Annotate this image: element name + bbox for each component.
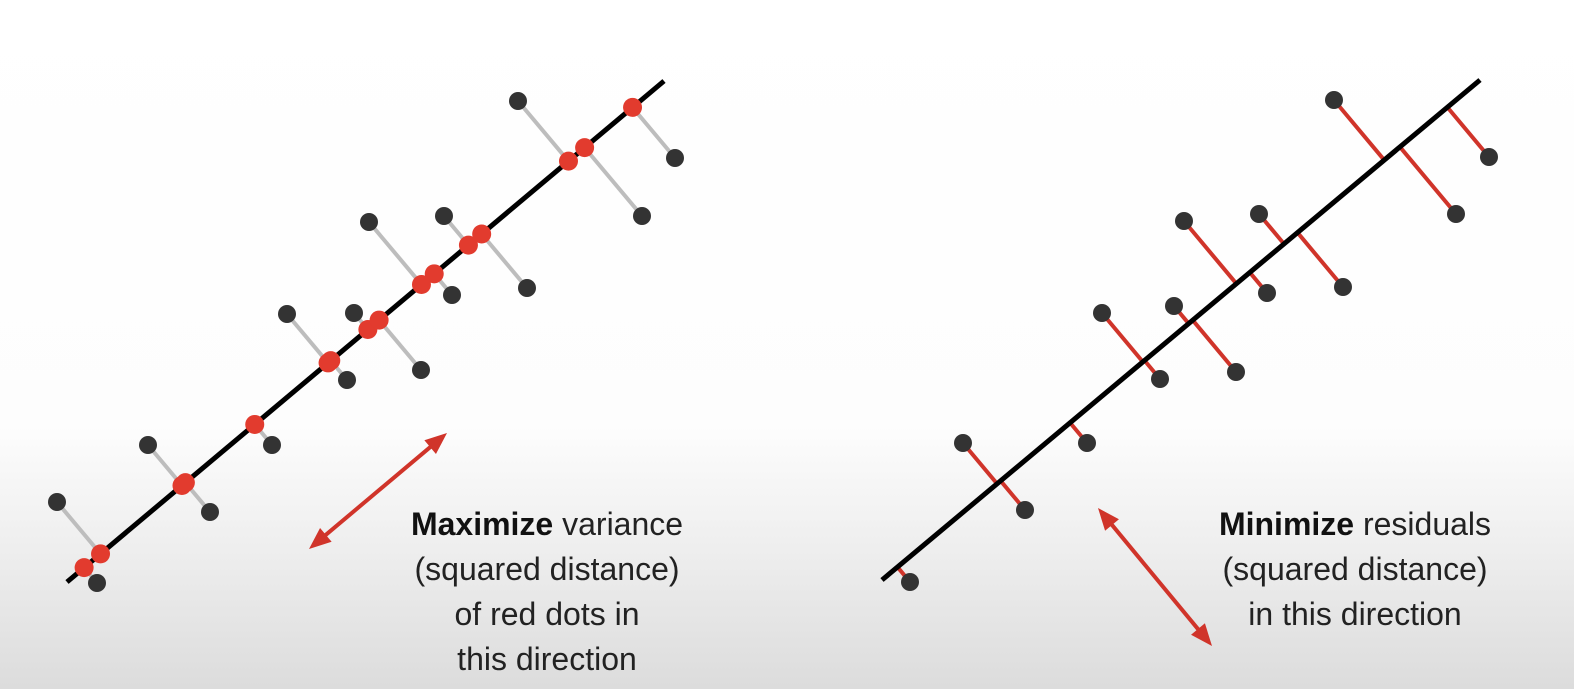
caption-emphasis: Minimize	[1218, 506, 1355, 542]
projected-point	[321, 351, 341, 371]
data-point	[435, 207, 453, 225]
residual-segment	[1332, 98, 1386, 162]
residual-segment	[1398, 145, 1458, 216]
data-point	[443, 286, 461, 304]
residual-segment	[1445, 105, 1491, 159]
projection-segment	[377, 318, 423, 372]
projected-point	[458, 235, 478, 255]
data-point	[1325, 91, 1343, 109]
projection-segment	[367, 220, 424, 286]
caption-line-4: this direction	[457, 641, 637, 677]
data-point	[1093, 304, 1111, 322]
maximize-variance-caption: Maximize variance (squared distance) of …	[362, 502, 732, 682]
caption-emphasis: Maximize	[410, 506, 554, 542]
data-point	[1016, 501, 1034, 519]
data-point	[954, 434, 972, 452]
data-point	[1175, 212, 1193, 230]
caption-line-2: (squared distance)	[414, 551, 680, 587]
data-point	[360, 213, 378, 231]
minimize-residuals-caption: Minimize residuals (squared distance) in…	[1180, 502, 1530, 637]
projected-point	[175, 473, 195, 493]
data-point	[263, 436, 281, 454]
caption-text: residuals	[1354, 506, 1492, 542]
projection-segment	[516, 99, 571, 163]
data-point	[139, 436, 157, 454]
projection-segment	[480, 232, 529, 290]
data-point	[666, 149, 684, 167]
data-point	[1334, 278, 1352, 296]
residual-segment	[1182, 219, 1238, 285]
data-point	[345, 304, 363, 322]
projection-segment	[583, 146, 644, 218]
projected-point	[558, 151, 578, 171]
caption-line-2: (squared distance)	[1222, 551, 1488, 587]
data-point	[201, 503, 219, 521]
residual-segment	[1191, 318, 1238, 374]
variance-panel	[48, 79, 684, 592]
projection-segment	[631, 106, 677, 160]
data-point	[1078, 434, 1096, 452]
data-point	[1151, 370, 1169, 388]
data-point	[518, 279, 536, 297]
direction-arrow-shaft	[1106, 519, 1204, 635]
projected-point	[91, 544, 111, 564]
projected-point	[472, 224, 492, 244]
data-point	[1227, 363, 1245, 381]
data-point	[509, 92, 527, 110]
projected-point	[575, 138, 595, 158]
data-point	[88, 574, 106, 592]
data-point	[1250, 205, 1268, 223]
arrowhead	[424, 433, 447, 455]
caption-line-3: of red dots in	[454, 596, 640, 632]
caption-line-3: in this direction	[1248, 596, 1462, 632]
arrowhead	[1191, 623, 1212, 646]
data-point	[1258, 284, 1276, 302]
caption-line-1: Minimize residuals	[1180, 502, 1530, 547]
data-point	[48, 493, 66, 511]
residual-segment	[1295, 231, 1345, 289]
data-point	[412, 361, 430, 379]
data-point	[1480, 148, 1498, 166]
projected-point	[623, 97, 643, 117]
projected-point	[411, 275, 431, 295]
residual-segment	[1100, 311, 1145, 364]
data-point	[1165, 297, 1183, 315]
fitted-line	[880, 78, 1482, 582]
data-point	[1447, 205, 1465, 223]
data-point	[901, 573, 919, 591]
projection-segment	[285, 312, 330, 365]
data-point	[338, 371, 356, 389]
projected-point	[424, 264, 444, 284]
projected-point	[74, 558, 94, 578]
arrowhead	[309, 527, 332, 549]
projected-point	[245, 414, 265, 434]
data-point	[278, 305, 296, 323]
projected-point	[369, 310, 389, 330]
residuals-panel	[880, 78, 1498, 646]
caption-text: variance	[553, 506, 684, 542]
caption-line-1: Maximize variance	[362, 502, 732, 547]
projection-segment	[55, 500, 103, 556]
data-point	[633, 207, 651, 225]
direction-arrow-shaft	[319, 441, 437, 541]
arrowhead	[1098, 508, 1119, 531]
